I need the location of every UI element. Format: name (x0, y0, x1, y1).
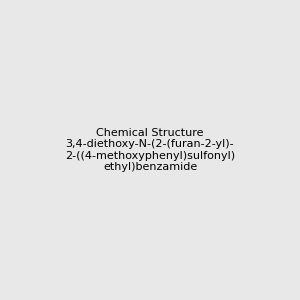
Text: Chemical Structure
3,4-diethoxy-N-(2-(furan-2-yl)-
2-((4-methoxyphenyl)sulfonyl): Chemical Structure 3,4-diethoxy-N-(2-(fu… (65, 128, 235, 172)
